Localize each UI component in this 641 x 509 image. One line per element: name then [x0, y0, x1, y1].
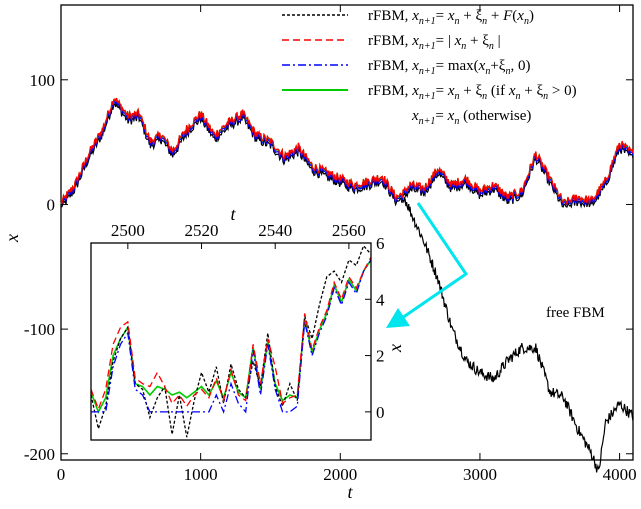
legend-entry-label: rFBM, xn+1​= xn​ + ξn​ (if xn​ + ξn​ > 0…	[368, 83, 577, 102]
inset-y-tick-label: 2	[376, 347, 385, 366]
main-y-axis-label: x	[2, 234, 22, 243]
inset-series-solid	[90, 259, 372, 414]
main-plot-frame	[60, 4, 634, 461]
inset-x-axis-label: t	[230, 204, 236, 224]
inset-y-tick-label: 4	[376, 290, 385, 309]
inset-plot-background	[91, 243, 371, 440]
main-series-free-fbm	[402, 196, 634, 473]
inset-x-tick-label: 2560	[332, 221, 366, 240]
main-series-black-dotted	[60, 102, 634, 209]
inset-x-ticks: 2500 2520 2540 2560	[111, 221, 366, 249]
main-y-tick-label: 100	[30, 71, 56, 90]
legend-entry-label: rFBM, xn+1​= max(xn​+ξn​, 0)	[368, 58, 530, 77]
main-x-tick-label: 0	[57, 465, 66, 484]
main-x-ticks: 0 1000 2000 3000 4000	[57, 5, 637, 484]
inset-x-tick-label: 2520	[185, 221, 219, 240]
main-y-tick-label: -100	[24, 320, 55, 339]
main-series-red-dashed	[60, 97, 634, 206]
zoom-arrow	[386, 202, 469, 328]
inset-y-ticks: 0 2 4 6	[365, 234, 385, 422]
inset-x-tick-label: 2540	[258, 221, 292, 240]
annotation-free-fbm: free FBM	[546, 305, 605, 321]
main-x-tick-label: 4000	[603, 465, 637, 484]
main-x-tick-label: 3000	[463, 465, 497, 484]
inset-series-dashed	[90, 256, 372, 411]
main-y-tick-label: -200	[24, 445, 55, 464]
main-y-ticks: -200 -100 0 100	[24, 71, 633, 464]
inset-y-tick-label: 0	[376, 403, 385, 422]
main-x-tick-label: 2000	[323, 465, 357, 484]
zoom-arrow-line	[401, 202, 469, 320]
inset-series-dotted	[90, 244, 372, 438]
inset-x-tick-label: 2500	[111, 221, 145, 240]
inset-series-dashdot	[91, 259, 372, 414]
inset-series-layer	[90, 244, 372, 438]
legend: rFBM, xn+1​= xn​ + ξn​ + F(xn​) rFBM, xn+…	[282, 8, 577, 127]
main-series-layer	[60, 97, 634, 473]
main-x-tick-label: 1000	[184, 465, 218, 484]
inset-plot-frame	[90, 242, 372, 441]
legend-entry-label: rFBM, xn+1​= | xn​ + ξn​ |	[368, 33, 501, 52]
inset-plot: 2500 2520 2540 2560 0 2 4 6 t x	[90, 204, 405, 441]
inset-y-axis-label: x	[385, 344, 405, 353]
main-y-tick-label: 0	[47, 195, 56, 214]
legend-entry-label: rFBM, xn+1​= xn​ + ξn​ + F(xn​)	[368, 8, 534, 27]
legend-extra-line: xn+1​= xn​ (otherwise)	[411, 108, 531, 127]
inset-y-tick-label: 6	[376, 234, 385, 253]
zoom-arrow-head	[386, 308, 410, 328]
main-x-axis-label: t	[347, 482, 353, 502]
main-plot: 0 1000 2000 3000 4000 -200 -100 0 100 t x free …	[2, 4, 637, 502]
